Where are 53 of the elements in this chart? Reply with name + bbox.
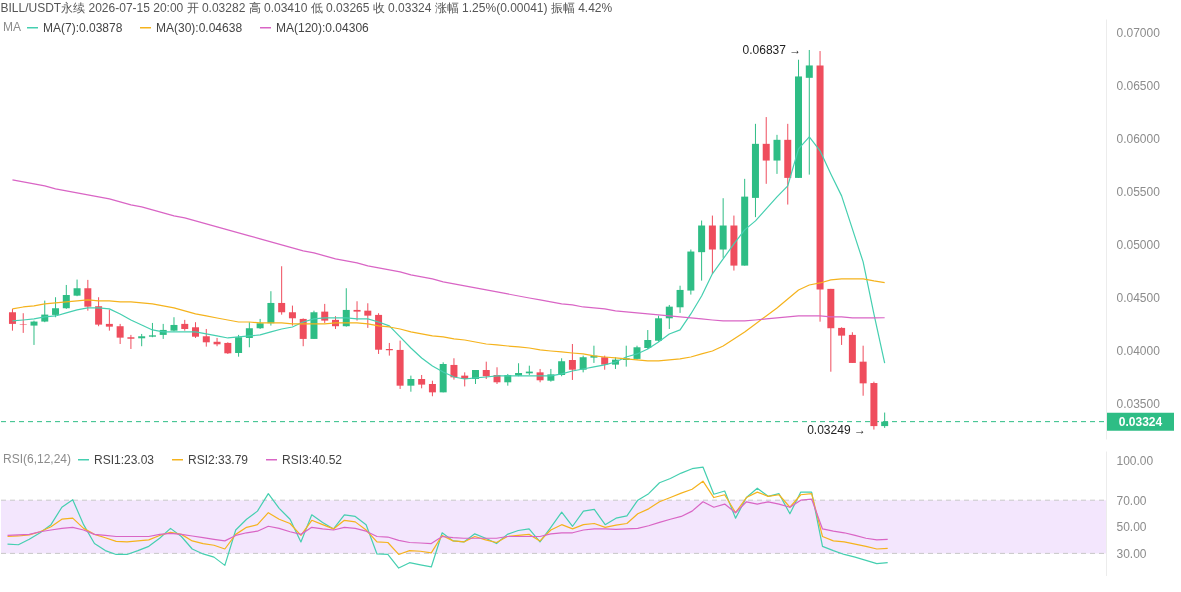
candlestick — [73, 279, 81, 297]
candlestick — [288, 305, 296, 327]
candlestick — [19, 312, 27, 334]
legend-label: MA(120):0.04306 — [276, 20, 370, 35]
candlestick — [676, 285, 684, 314]
candlestick — [30, 320, 38, 346]
candlestick — [805, 49, 813, 176]
line-series — [11, 179, 886, 322]
candlestick — [235, 334, 243, 358]
candlestick — [450, 357, 458, 381]
y-tick-label: 100.00 — [1116, 453, 1154, 468]
legend-title: RSI(6,12,24) — [3, 452, 72, 466]
y-tick-label: 0.05500 — [1116, 184, 1161, 199]
candlestick — [170, 316, 178, 332]
legend-label: MA(7):0.03878 — [43, 20, 123, 35]
candlestick — [364, 302, 372, 329]
y-tick-label: 70.00 — [1116, 493, 1147, 508]
candlestick — [84, 279, 92, 312]
candlestick — [8, 308, 16, 332]
y-tick-label: 0.06500 — [1116, 79, 1161, 94]
candlestick — [267, 290, 275, 327]
candlestick — [655, 315, 663, 343]
chart-title: BILL/USDT永续 2026-07-15 20:00 开 0.03282 高 0.03410 低 0.03265 收 0.03324 涨幅 1.25%(0.00041) 振幅 4.42% — [0, 1, 613, 15]
legend-label: RSI1:23.03 — [94, 452, 155, 467]
y-tick-label: 30.00 — [1116, 546, 1147, 561]
candlestick — [762, 116, 770, 185]
line-series — [6, 466, 889, 569]
legend-label: RSI2:33.79 — [188, 452, 249, 467]
candlestick — [773, 134, 781, 175]
ref-line-label: 0.03324 — [1118, 414, 1163, 429]
y-tick-label: 0.07000 — [1116, 26, 1161, 41]
y-tick-label: 50.00 — [1116, 520, 1147, 535]
candlestick — [353, 300, 361, 322]
legend-title: MA — [3, 20, 21, 34]
candlestick — [95, 296, 103, 327]
candlestick — [568, 343, 576, 381]
legend-label: RSI3:40.52 — [282, 452, 343, 467]
candlestick — [127, 334, 135, 350]
candlestick — [407, 375, 415, 393]
y-tick-label: 0.04500 — [1116, 290, 1161, 305]
annotation: 0.06837 → — [742, 43, 802, 57]
legend-label: MA(30):0.04638 — [156, 20, 243, 35]
y-tick-label: 0.05000 — [1116, 237, 1161, 252]
line-series — [6, 480, 889, 556]
y-tick-label: 0.04000 — [1116, 343, 1161, 358]
annotation: 0.03249 → — [807, 422, 866, 437]
line-series — [6, 498, 889, 545]
candlestick — [278, 265, 286, 316]
candlestick — [116, 323, 124, 345]
y-tick-label: 0.03500 — [1116, 396, 1161, 411]
candlestick — [105, 309, 113, 332]
y-tick-label: 0.06000 — [1116, 132, 1161, 147]
candlestick — [859, 345, 867, 397]
